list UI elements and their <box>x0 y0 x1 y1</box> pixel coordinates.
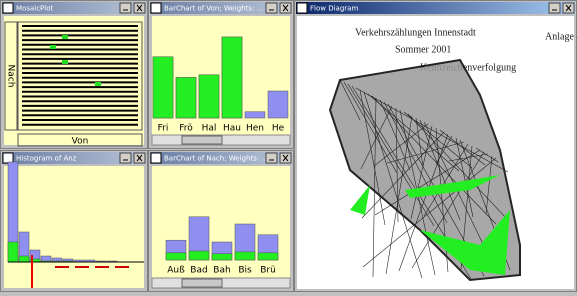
mosaic-highlight <box>50 45 56 49</box>
bar-selected <box>166 253 186 260</box>
scroll-thumb[interactable] <box>182 136 222 144</box>
x-tick-label: Frö <box>179 124 193 134</box>
x-tick-label: Auß <box>167 266 185 276</box>
x-tick-label: Brü <box>260 266 276 276</box>
minimize-button[interactable] <box>120 3 131 13</box>
x-tick-label: Bis <box>238 266 252 276</box>
x-tick-label: Fri <box>158 124 169 134</box>
x-axis-label: Von <box>72 137 89 147</box>
window-title: MosaicPlot <box>16 5 54 13</box>
window-icon <box>151 3 161 13</box>
window-icon <box>3 153 13 163</box>
window-title: BarChart of Nach; Weights: ... <box>164 155 268 163</box>
window-icon <box>297 3 307 13</box>
map-text: Verkehrszählungen Innenstadt <box>355 27 476 38</box>
mosaic-highlight <box>62 60 68 64</box>
mosaic-highlight <box>62 35 68 39</box>
mosaic-highlight <box>95 82 101 86</box>
bar-selected <box>199 75 219 118</box>
screen: MosaicPlot BarChart of Von; Weights: ... H… <box>0 0 577 292</box>
minimize-button[interactable] <box>266 153 277 163</box>
desktop: MosaicPlot BarChart of Von; Weights: ... H… <box>0 0 577 292</box>
x-tick-label: Hen <box>246 124 264 134</box>
window-title: BarChart of Von; Weights: ... <box>164 5 263 13</box>
bar-selected <box>222 37 242 118</box>
x-tick-label: Hau <box>223 124 241 134</box>
bar-selected <box>19 256 29 262</box>
minimize-button[interactable] <box>549 3 560 13</box>
window-icon <box>151 153 161 163</box>
x-tick-label: Bah <box>213 266 230 276</box>
y-axis-label: Nach <box>6 65 16 88</box>
x-tick-label: He <box>272 124 285 134</box>
minimize-button[interactable] <box>266 3 277 13</box>
bar-selected <box>176 78 196 119</box>
minimize-button[interactable] <box>120 153 131 163</box>
bar-selected <box>153 57 173 118</box>
bar-selected <box>212 254 232 260</box>
window-icon <box>3 3 13 13</box>
plot-area <box>4 166 144 288</box>
x-tick-label: Hal <box>202 124 217 134</box>
bar-selected <box>8 242 18 262</box>
scroll-thumb[interactable] <box>182 279 222 287</box>
map-text: Anlage 4 <box>545 31 577 42</box>
x-tick-label: Bad <box>190 266 207 276</box>
bar-selected <box>235 252 255 260</box>
bar-selected <box>258 253 278 260</box>
window-title: Histogram of Anz <box>16 155 77 163</box>
bar <box>268 91 288 118</box>
map-text: Sommer 2001 <box>395 44 451 55</box>
window-title: Flow Diagram <box>310 5 358 13</box>
bar <box>245 112 265 118</box>
bar-selected <box>189 251 209 260</box>
